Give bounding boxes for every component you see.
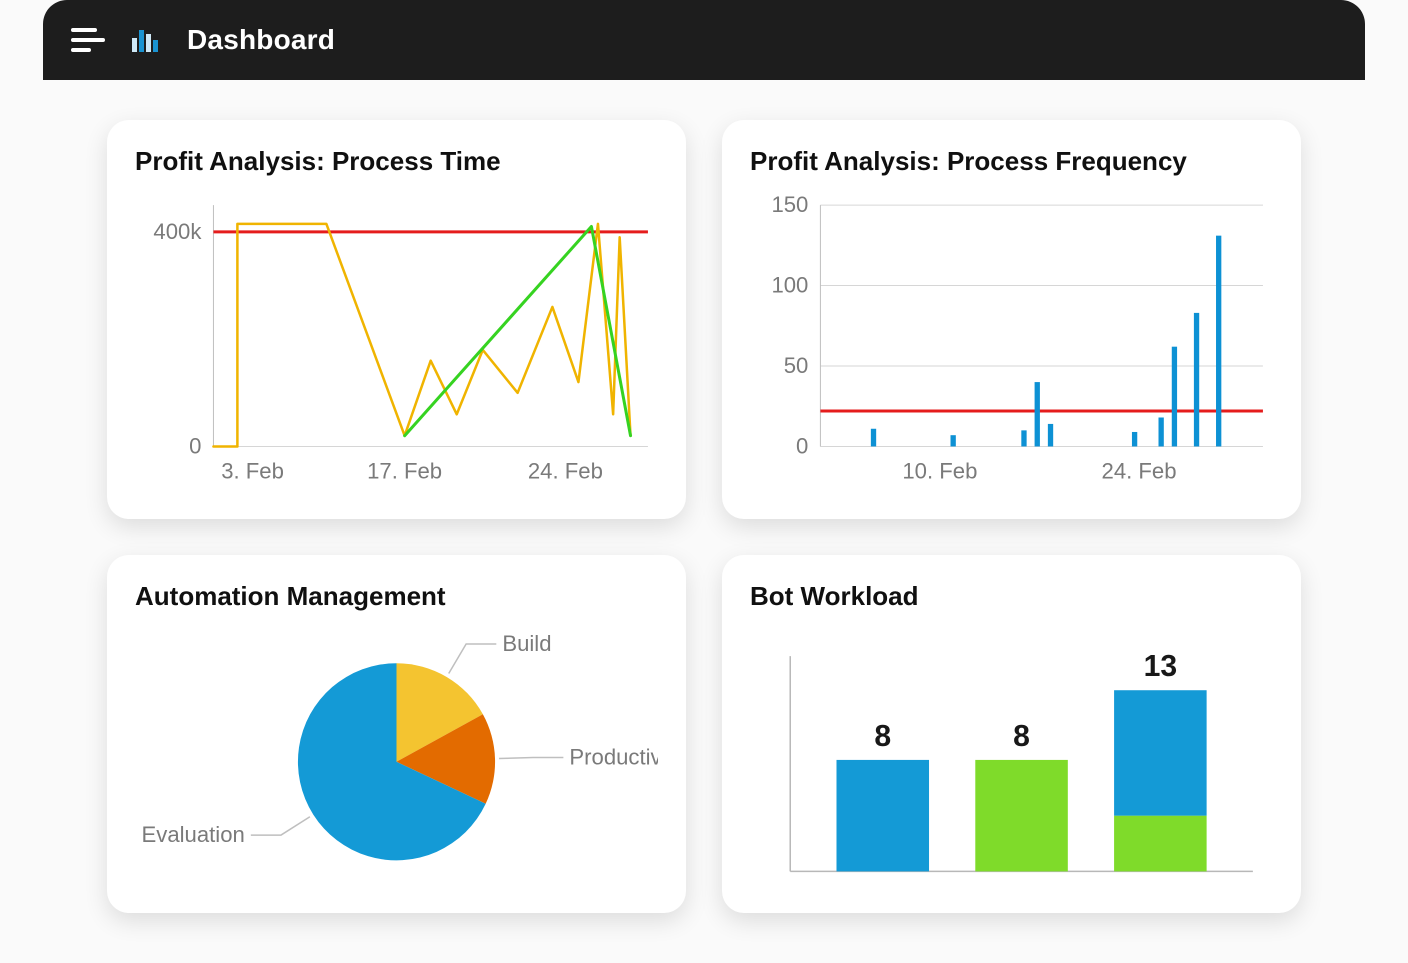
svg-text:24. Feb: 24. Feb [1102, 459, 1177, 484]
svg-text:150: 150 [771, 192, 808, 217]
svg-text:50: 50 [784, 353, 809, 378]
page-title: Dashboard [187, 24, 335, 56]
card-automation: Automation Management Build Productive Eva… [107, 555, 686, 914]
dashboard-grid: Profit Analysis: Process Time 0 400k 3. Fe… [43, 80, 1365, 963]
svg-text:Build: Build [502, 631, 551, 656]
logo-bars-icon [131, 26, 159, 54]
svg-text:400k: 400k [153, 219, 202, 244]
menu-icon[interactable] [71, 25, 103, 55]
svg-text:Productive: Productive [569, 744, 658, 769]
card-bot-workload: Bot Workload 8 8 13 [722, 555, 1301, 914]
card-process-time: Profit Analysis: Process Time 0 400k 3. Fe… [107, 120, 686, 519]
svg-text:3. Feb: 3. Feb [221, 459, 284, 484]
svg-text:0: 0 [796, 433, 808, 458]
header: Dashboard [43, 0, 1365, 80]
card-title: Automation Management [135, 581, 658, 612]
svg-text:10. Feb: 10. Feb [902, 459, 977, 484]
svg-text:Evaluation: Evaluation [142, 822, 245, 847]
svg-text:17. Feb: 17. Feb [367, 459, 442, 484]
svg-text:13: 13 [1144, 650, 1178, 683]
svg-text:24. Feb: 24. Feb [528, 459, 603, 484]
card-title: Bot Workload [750, 581, 1273, 612]
card-title: Profit Analysis: Process Time [135, 146, 658, 177]
svg-text:8: 8 [874, 720, 891, 753]
svg-text:100: 100 [771, 273, 808, 298]
card-process-frequency: Profit Analysis: Process Frequency 0 50 10… [722, 120, 1301, 519]
svg-text:8: 8 [1013, 720, 1030, 753]
card-title: Profit Analysis: Process Frequency [750, 146, 1273, 177]
svg-text:0: 0 [189, 433, 201, 458]
process-time-chart: 0 400k 3. Feb 17. Feb 24. Feb [135, 191, 658, 493]
process-frequency-chart: 0 50 100 150 10. Feb 24. Feb [750, 191, 1273, 493]
automation-pie-chart: Build Productive Evaluation [135, 626, 658, 888]
bot-workload-chart: 8 8 13 [750, 626, 1273, 888]
